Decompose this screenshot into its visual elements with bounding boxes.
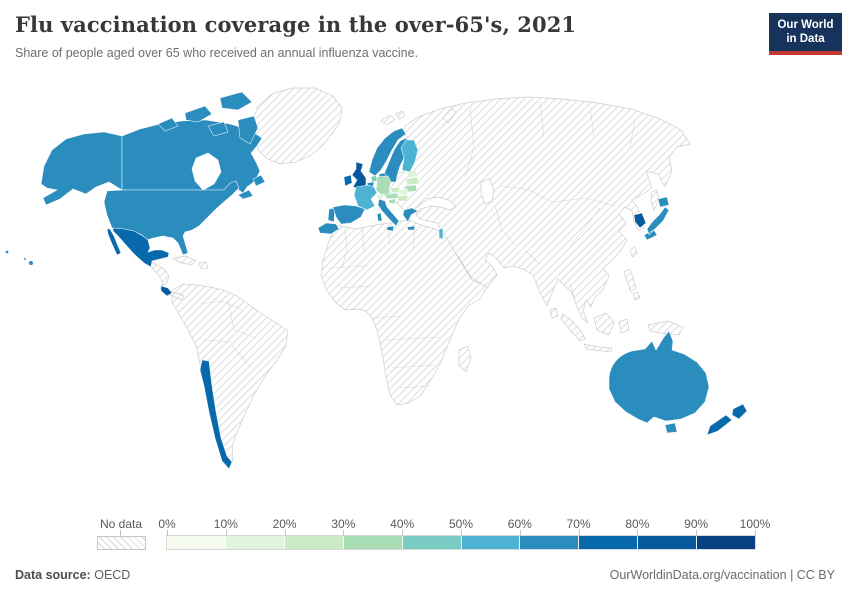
region-madagascar-no-data[interactable] [458, 345, 472, 373]
legend-tick [461, 530, 462, 536]
legend-tick-label: 10% [213, 517, 238, 531]
region-hispaniola-no-data[interactable] [198, 261, 209, 270]
legend-tick [578, 530, 580, 536]
region-philippines-no-data[interactable] [623, 268, 641, 301]
legend-tick [402, 530, 404, 536]
region-slovakia[interactable] [398, 188, 409, 196]
legend-bin[interactable] [225, 536, 285, 549]
region-sakhalin-no-data[interactable] [650, 189, 660, 211]
region-united-kingdom[interactable] [351, 161, 367, 190]
region-chile[interactable] [199, 359, 233, 470]
region-ireland[interactable] [343, 174, 353, 187]
legend-bin[interactable] [343, 536, 403, 549]
legend-bin[interactable] [461, 536, 521, 549]
legend-tick [120, 530, 121, 536]
region-australia[interactable] [608, 330, 710, 434]
owid-logo-text: Our World in Data [769, 13, 842, 51]
region-south-korea[interactable] [633, 212, 647, 229]
region-greece[interactable] [402, 207, 419, 231]
data-source: Data source: OECD [15, 568, 130, 582]
region-iceland[interactable] [317, 222, 340, 235]
legend-tick [755, 530, 756, 536]
region-usa-hawaii[interactable] [5, 250, 34, 266]
country-borders-decoration [199, 101, 636, 389]
region-south-america-no-data[interactable] [171, 283, 289, 469]
data-source-label: Data source: [15, 568, 91, 582]
legend-no-data-label: No data [99, 517, 143, 531]
footer-link[interactable]: OurWorldinData.org/vaccination | CC BY [609, 568, 835, 582]
legend-tick [284, 530, 286, 536]
region-slovenia[interactable] [388, 198, 397, 205]
region-portugal[interactable] [327, 207, 336, 223]
region-taiwan-no-data[interactable] [629, 246, 638, 258]
region-norway[interactable] [368, 127, 407, 177]
region-indonesia-no-data[interactable] [560, 312, 630, 353]
region-latvia[interactable] [405, 176, 420, 186]
legend-tick-label: 70% [566, 517, 591, 531]
legend-bin[interactable] [167, 536, 226, 549]
region-sri-lanka-no-data[interactable] [549, 307, 559, 319]
world-map [0, 78, 850, 508]
legend-tick-label: 80% [625, 517, 650, 531]
region-israel[interactable] [438, 228, 444, 240]
legend-tick [343, 530, 345, 536]
legend-bin[interactable] [697, 536, 756, 549]
data-source-value: OECD [94, 568, 131, 582]
region-france[interactable] [353, 184, 378, 211]
region-greenland-no-data[interactable] [251, 87, 343, 165]
region-svalbard-no-data[interactable] [380, 110, 406, 126]
legend-tick-label: 30% [331, 517, 356, 531]
region-cuba-no-data[interactable] [172, 255, 197, 266]
region-novaya-zemlya-no-data[interactable] [442, 107, 457, 124]
region-switzerland[interactable] [376, 193, 385, 200]
legend-bin[interactable] [638, 536, 698, 549]
legend-tick [167, 530, 168, 536]
legend-tick-label: 90% [684, 517, 709, 531]
region-new-guinea-no-data[interactable] [647, 320, 684, 336]
legend-tick [519, 530, 521, 536]
region-spain[interactable] [332, 204, 366, 225]
footer: Data source: OECD OurWorldinData.org/vac… [15, 568, 835, 582]
header: Flu vaccination coverage in the over-65'… [15, 12, 755, 60]
region-eurasia-no-data[interactable] [389, 96, 691, 324]
legend-bin[interactable] [402, 536, 462, 549]
world-map-svg [5, 87, 748, 470]
region-japan[interactable] [643, 196, 670, 241]
legend-tick-label: 60% [507, 517, 532, 531]
legend-color-bar [166, 535, 756, 550]
legend-no-data-swatch[interactable] [97, 536, 146, 550]
legend-bin[interactable] [284, 536, 344, 549]
region-central-america-no-data[interactable] [149, 261, 185, 301]
region-estonia[interactable] [406, 169, 419, 179]
legend-tick-label: 50% [448, 517, 474, 531]
owid-logo[interactable]: Our World in Data [769, 13, 842, 55]
region-usa-alaska[interactable] [40, 131, 123, 206]
chart-subtitle: Share of people aged over 65 who receive… [15, 46, 419, 60]
region-italy[interactable] [376, 198, 400, 232]
region-new-zealand[interactable] [706, 403, 748, 436]
region-costa-rica[interactable] [160, 285, 173, 297]
legend-tick [696, 530, 698, 536]
legend-tick-label: 0% [158, 517, 176, 531]
map-legend: No data 0% 10% 20% 30% 40% 50% 60% 70% 80% 90% 100… [0, 512, 850, 556]
region-mexico[interactable] [106, 227, 170, 268]
legend-tick-label: 20% [272, 517, 297, 531]
legend-tick [225, 530, 227, 536]
owid-logo-stripe [769, 50, 842, 55]
legend-tick-label: 40% [390, 517, 415, 531]
legend-tick-label: 100% [739, 517, 771, 531]
chart-title: Flu vaccination coverage in the over-65'… [15, 12, 577, 37]
legend-tick [637, 530, 639, 536]
legend-bin[interactable] [520, 536, 580, 549]
region-usa[interactable] [103, 180, 240, 256]
region-germany[interactable] [375, 175, 392, 197]
region-hungary[interactable] [397, 194, 409, 202]
legend-bin[interactable] [579, 536, 639, 549]
region-finland[interactable] [400, 139, 419, 173]
region-canada-arctic-islands[interactable] [157, 91, 266, 200]
